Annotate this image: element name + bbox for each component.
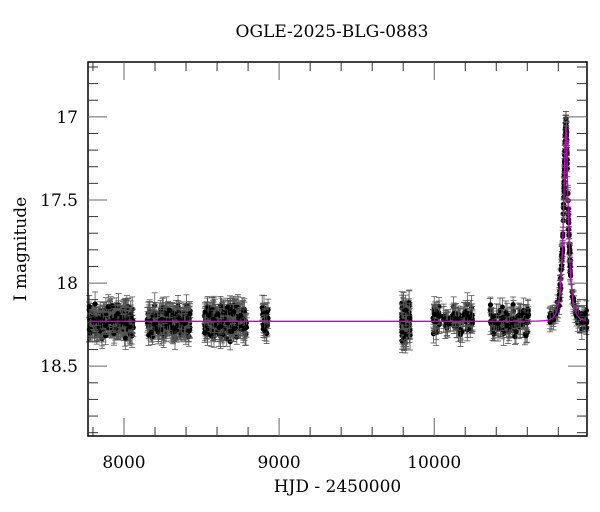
y-tick-label: 18 (56, 274, 78, 294)
y-tick-label: 17.5 (40, 191, 78, 211)
y-tick-labels: 17 17.5 18 18.5 (40, 108, 78, 377)
x-tick-label: 9000 (257, 453, 300, 473)
plot-frame (87, 61, 588, 437)
data-points (86, 111, 590, 354)
x-tick-labels: 8000 9000 10000 (102, 453, 461, 473)
chart-title: OGLE-2025-BLG-0883 (235, 22, 429, 42)
x-axis-label: HJD - 2450000 (274, 477, 402, 497)
x-tick-label: 8000 (102, 453, 145, 473)
x-tick-label: 10000 (407, 453, 461, 473)
axis-ticks (88, 62, 587, 436)
y-axis-label: I magnitude (11, 197, 31, 301)
model-curve (88, 125, 587, 322)
y-tick-label: 17 (56, 108, 78, 128)
y-tick-label: 18.5 (40, 357, 78, 377)
